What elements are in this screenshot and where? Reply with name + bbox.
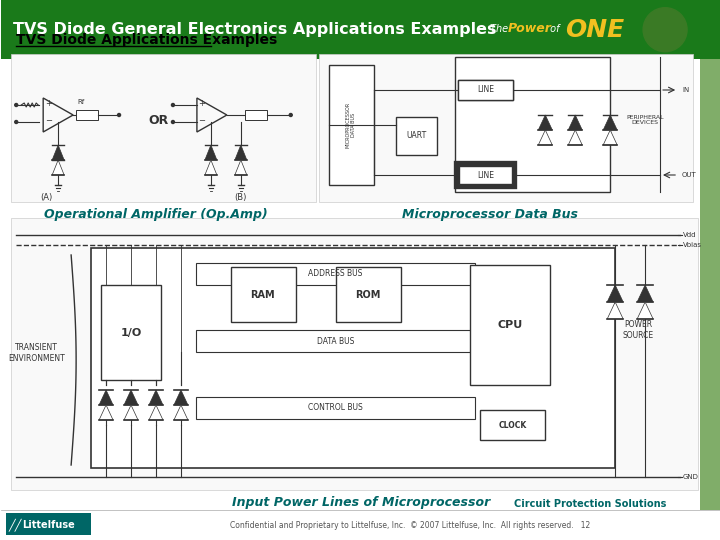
Text: LINE: LINE bbox=[477, 85, 494, 94]
Text: −: − bbox=[199, 117, 205, 125]
Bar bbox=[196, 263, 475, 285]
Bar bbox=[459, 165, 513, 185]
Text: ROM: ROM bbox=[355, 290, 380, 300]
Polygon shape bbox=[235, 160, 247, 175]
Bar bbox=[456, 57, 610, 192]
Text: MICROPROCESSOR
DATA BUS: MICROPROCESSOR DATA BUS bbox=[346, 102, 356, 148]
Text: CONTROL BUS: CONTROL BUS bbox=[308, 403, 363, 413]
Text: RAM: RAM bbox=[251, 290, 275, 300]
Text: Confidential and Proprietary to Littelfuse, Inc.  © 2007 Littelfuse, Inc.  All r: Confidential and Proprietary to Littelfu… bbox=[230, 521, 590, 530]
Bar bbox=[319, 54, 693, 202]
Bar bbox=[459, 166, 513, 184]
Text: OUT: OUT bbox=[682, 172, 697, 178]
Text: The: The bbox=[490, 24, 512, 33]
Polygon shape bbox=[568, 115, 582, 130]
Text: TRANSIENT
ENVIRONMENT: TRANSIENT ENVIRONMENT bbox=[8, 343, 65, 363]
Polygon shape bbox=[124, 405, 138, 420]
Text: +: + bbox=[45, 99, 52, 109]
Bar bbox=[196, 330, 475, 352]
Bar bbox=[336, 267, 400, 322]
Bar bbox=[231, 267, 296, 322]
Text: (A): (A) bbox=[40, 193, 53, 202]
Text: CLOCK: CLOCK bbox=[498, 421, 526, 429]
Polygon shape bbox=[149, 405, 163, 420]
Bar bbox=[245, 110, 267, 120]
Text: LINE: LINE bbox=[477, 85, 494, 94]
Polygon shape bbox=[235, 145, 247, 160]
Bar bbox=[459, 165, 513, 185]
Text: UART: UART bbox=[406, 132, 427, 140]
Polygon shape bbox=[637, 285, 653, 302]
Text: Vdd: Vdd bbox=[683, 232, 696, 238]
Circle shape bbox=[171, 120, 174, 124]
Bar bbox=[459, 80, 513, 100]
Bar bbox=[480, 410, 545, 440]
Text: 1/O: 1/O bbox=[120, 328, 142, 338]
Text: ONE: ONE bbox=[565, 18, 624, 42]
Text: POWER
SOURCE: POWER SOURCE bbox=[623, 320, 654, 340]
Text: IN: IN bbox=[682, 87, 689, 93]
Bar bbox=[459, 80, 513, 100]
Circle shape bbox=[289, 113, 292, 117]
Bar bbox=[76, 110, 98, 120]
Text: CPU: CPU bbox=[498, 320, 523, 330]
Circle shape bbox=[643, 8, 687, 52]
Polygon shape bbox=[174, 405, 188, 420]
Text: ╱╱: ╱╱ bbox=[9, 518, 22, 531]
Bar bbox=[12, 218, 698, 490]
Text: Input Power Lines of Microprocessor: Input Power Lines of Microprocessor bbox=[232, 496, 490, 509]
Bar bbox=[101, 285, 161, 380]
Text: TVS Diode General Electronics Applications Examples: TVS Diode General Electronics Applicatio… bbox=[13, 22, 497, 37]
Bar bbox=[700, 59, 720, 510]
Bar bbox=[91, 248, 615, 468]
Polygon shape bbox=[52, 145, 64, 160]
Polygon shape bbox=[174, 390, 188, 405]
Bar bbox=[196, 397, 475, 419]
Circle shape bbox=[171, 104, 174, 106]
Text: Littelfuse: Littelfuse bbox=[22, 520, 75, 530]
Bar bbox=[6, 513, 91, 535]
Polygon shape bbox=[205, 160, 217, 175]
Polygon shape bbox=[603, 130, 617, 145]
Circle shape bbox=[117, 113, 120, 117]
Polygon shape bbox=[539, 115, 552, 130]
Polygon shape bbox=[607, 285, 624, 302]
Bar bbox=[12, 54, 315, 202]
Polygon shape bbox=[568, 130, 582, 145]
Polygon shape bbox=[149, 390, 163, 405]
Text: ADDRESS BUS: ADDRESS BUS bbox=[308, 269, 363, 279]
Polygon shape bbox=[99, 405, 113, 420]
Text: PERIPHERAL
DEVICES: PERIPHERAL DEVICES bbox=[626, 114, 664, 125]
Polygon shape bbox=[205, 145, 217, 160]
Text: −: − bbox=[45, 117, 52, 125]
Polygon shape bbox=[124, 390, 138, 405]
Polygon shape bbox=[607, 302, 624, 319]
Text: (B): (B) bbox=[235, 193, 247, 202]
Text: LINE: LINE bbox=[477, 171, 494, 179]
Polygon shape bbox=[52, 160, 64, 175]
Text: OR: OR bbox=[149, 113, 169, 126]
Bar bbox=[470, 265, 550, 385]
Text: of: of bbox=[547, 24, 560, 33]
Polygon shape bbox=[539, 130, 552, 145]
Bar bbox=[1, 0, 720, 59]
Text: TVS Diode Applications Examples: TVS Diode Applications Examples bbox=[17, 33, 277, 47]
Text: +: + bbox=[199, 99, 205, 109]
Polygon shape bbox=[637, 302, 653, 319]
Text: GND: GND bbox=[683, 474, 699, 480]
Bar bbox=[395, 117, 438, 155]
Text: Operational Amplifier (Op.Amp): Operational Amplifier (Op.Amp) bbox=[44, 208, 268, 221]
Text: Power: Power bbox=[508, 22, 552, 35]
Polygon shape bbox=[99, 390, 113, 405]
Polygon shape bbox=[603, 115, 617, 130]
Text: DATA BUS: DATA BUS bbox=[317, 336, 354, 346]
Circle shape bbox=[14, 104, 18, 106]
Text: Rf: Rf bbox=[78, 99, 85, 105]
Bar bbox=[329, 65, 374, 185]
Text: LINE: LINE bbox=[477, 171, 494, 179]
Circle shape bbox=[14, 120, 18, 124]
Text: Vbias: Vbias bbox=[683, 242, 702, 248]
Text: Microprocessor Data Bus: Microprocessor Data Bus bbox=[402, 208, 578, 221]
Text: Circuit Protection Solutions: Circuit Protection Solutions bbox=[514, 499, 667, 509]
